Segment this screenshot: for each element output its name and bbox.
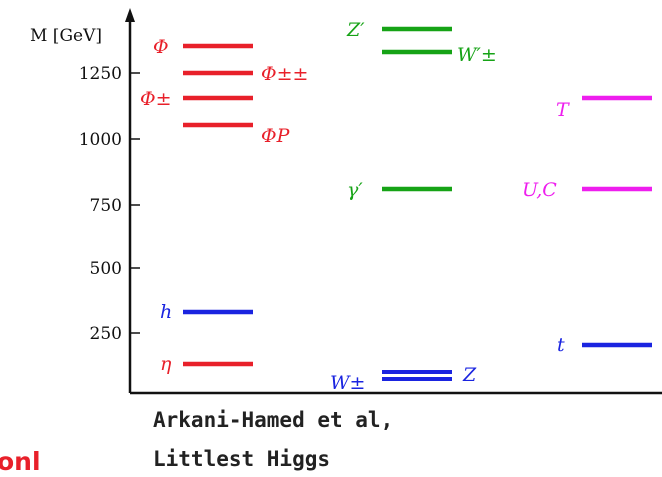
label-w-pm: W± <box>330 372 365 394</box>
label-phi-pm: Φ± <box>140 88 172 110</box>
tick-label: 1000 <box>79 130 122 150</box>
label-h: h <box>160 301 172 323</box>
tick-label: 1250 <box>79 64 122 84</box>
caption-model: Littlest Higgs <box>153 447 330 471</box>
tick-label: 250 <box>90 324 122 344</box>
label-top: t <box>557 334 565 356</box>
label-z: Z <box>462 364 477 386</box>
label-phi-pm-pm: Φ±± <box>261 63 308 85</box>
y-axis-arrow <box>125 8 135 22</box>
label-eta: η <box>160 353 172 375</box>
label-gamma-prime: γ′ <box>347 179 363 201</box>
label-w-prime: W′± <box>457 44 497 66</box>
label-phi-p: ΦP <box>261 125 291 147</box>
label-phi: Φ <box>153 36 169 58</box>
label-t-heavy: T <box>556 99 570 121</box>
label-z-prime: Z′ <box>346 19 365 41</box>
truncated-text: onl <box>0 447 41 476</box>
tick-label: 500 <box>90 259 122 279</box>
tick-label: 750 <box>90 196 122 216</box>
label-u-c: U,C <box>522 179 557 201</box>
caption-authors: Arkani-Hamed et al, <box>153 408 393 432</box>
y-axis-label: M [GeV] <box>30 26 102 46</box>
